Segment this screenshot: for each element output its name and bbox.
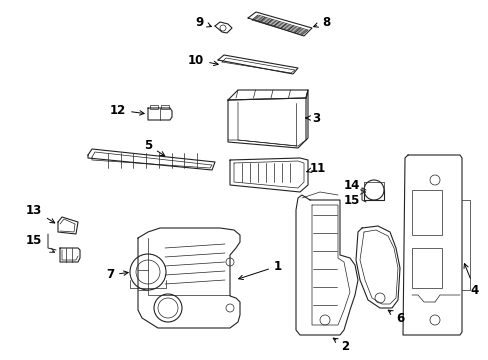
- Bar: [411, 190, 441, 235]
- Text: 15: 15: [26, 234, 42, 247]
- Text: 3: 3: [305, 112, 320, 125]
- Text: 8: 8: [313, 15, 329, 28]
- Text: 4: 4: [463, 264, 478, 297]
- Text: 15: 15: [343, 194, 360, 207]
- Text: 10: 10: [187, 54, 218, 67]
- Text: 11: 11: [306, 162, 325, 175]
- Text: 1: 1: [238, 260, 282, 280]
- Text: 9: 9: [196, 15, 211, 28]
- Text: 2: 2: [332, 338, 348, 352]
- Text: 13: 13: [26, 203, 55, 223]
- Bar: [150, 105, 158, 109]
- Bar: [161, 105, 169, 109]
- Text: 12: 12: [110, 104, 144, 117]
- Text: 7: 7: [106, 269, 128, 282]
- Text: 6: 6: [387, 310, 403, 324]
- Bar: [411, 248, 441, 288]
- Text: 14: 14: [343, 179, 360, 192]
- Text: 5: 5: [143, 139, 164, 156]
